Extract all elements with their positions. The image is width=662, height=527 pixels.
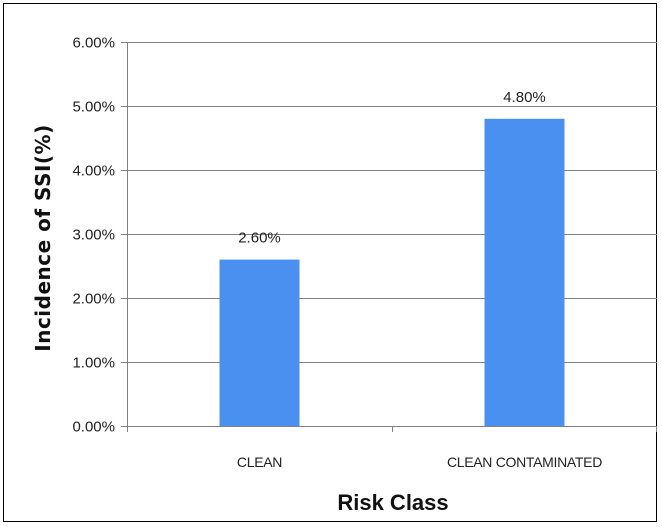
y-tick-label: 0.00% — [72, 419, 115, 436]
x-axis-title: Risk Class — [337, 490, 448, 515]
y-tick-label: 1.00% — [72, 355, 115, 372]
data-label: 2.60% — [238, 230, 281, 247]
bar — [484, 118, 565, 427]
y-tick-label: 2.00% — [72, 291, 115, 308]
y-tick-label: 4.00% — [72, 163, 115, 180]
bar — [219, 259, 300, 426]
y-tick-label: 6.00% — [72, 35, 115, 52]
x-tick-label: CLEAN CONTAMINATED — [447, 454, 602, 470]
axes — [121, 42, 657, 432]
y-axis-title: Incidence of SSI(%) — [31, 124, 55, 351]
labels: 0.00% 1.00% 2.00% 3.00% 4.00% 5.00% 6.00% 2.60%… — [72, 35, 602, 471]
bars — [219, 118, 565, 427]
y-tick-label: 3.00% — [72, 227, 115, 244]
x-tick-label: CLEAN — [237, 454, 282, 470]
gridlines — [127, 42, 657, 363]
data-label: 4.80% — [503, 89, 546, 106]
y-tick-label: 5.00% — [72, 99, 115, 116]
